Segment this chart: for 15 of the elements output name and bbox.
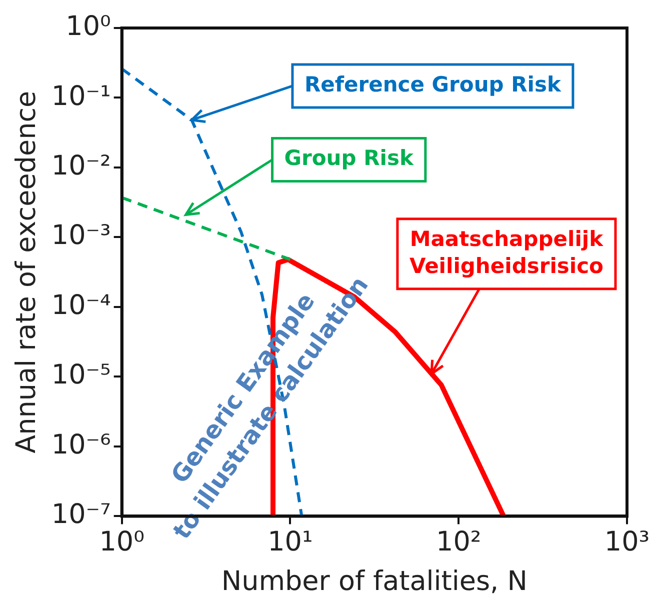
x-tick-label: 10³ — [604, 526, 650, 558]
x-axis-title: Number of fatalities, N — [221, 566, 528, 597]
y-tick-label: 10⁻² — [51, 150, 111, 182]
y-axis-title: Annual rate of exceedence — [11, 90, 42, 454]
annotation: Reference Group Risk — [304, 72, 562, 96]
y-tick-label: 10⁰ — [66, 11, 111, 42]
y-tick-label: 10⁻⁵ — [51, 360, 111, 391]
x-tick-label: 10¹ — [268, 526, 313, 558]
y-tick-label: 10⁻⁴ — [51, 290, 111, 321]
x-tick-label: 10² — [436, 526, 482, 558]
y-tick-label: 10⁻³ — [51, 220, 111, 252]
y-tick-label: 10⁻⁶ — [51, 429, 111, 460]
annotation: Maatschappelijk Veiligheidsrisico — [409, 226, 604, 278]
y-tick-label: 10⁻¹ — [51, 80, 111, 112]
annotation: Group Risk — [284, 146, 414, 170]
